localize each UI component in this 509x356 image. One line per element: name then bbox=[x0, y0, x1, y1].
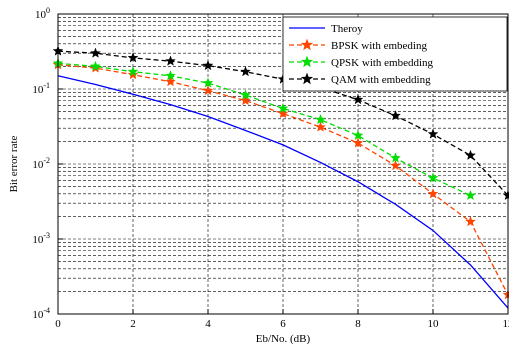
data-point bbox=[352, 93, 364, 105]
data-point bbox=[127, 69, 139, 80]
legend-label: Theroy bbox=[331, 23, 363, 35]
y-tick-label: 10-4 bbox=[32, 306, 50, 321]
x-tick-label: 6 bbox=[280, 318, 286, 330]
data-point bbox=[165, 70, 176, 81]
data-point bbox=[390, 152, 401, 163]
data-point bbox=[427, 188, 439, 199]
data-point bbox=[390, 159, 401, 171]
data-point bbox=[90, 60, 101, 72]
x-tick-label: 2 bbox=[130, 318, 136, 330]
legend-label: QPSK with embedding bbox=[331, 57, 434, 69]
x-tick-label: 0 bbox=[55, 318, 61, 330]
data-point bbox=[315, 113, 326, 125]
legend-swatch-marker bbox=[300, 72, 314, 85]
data-point bbox=[465, 189, 476, 201]
data-point bbox=[165, 76, 176, 87]
data-point bbox=[427, 172, 439, 183]
data-point bbox=[165, 55, 176, 66]
series-line bbox=[57, 62, 471, 197]
data-point bbox=[390, 110, 401, 121]
data-point bbox=[240, 94, 251, 106]
data-point bbox=[202, 59, 214, 71]
x-axis-label: Eb/No. (dB) bbox=[256, 333, 311, 345]
data-point bbox=[315, 121, 326, 132]
data-point bbox=[240, 89, 251, 100]
x-tick-label: 4 bbox=[205, 318, 211, 330]
y-tick-label: 10-2 bbox=[32, 156, 50, 171]
data-point bbox=[202, 77, 214, 88]
data-point bbox=[277, 107, 289, 119]
legend-swatch-marker bbox=[300, 38, 314, 51]
data-point bbox=[90, 47, 101, 58]
series-line bbox=[57, 75, 509, 309]
data-point bbox=[465, 216, 476, 227]
data-point bbox=[352, 129, 364, 141]
data-point bbox=[352, 137, 364, 148]
data-point bbox=[277, 102, 289, 114]
data-point bbox=[240, 66, 251, 77]
data-point bbox=[127, 66, 139, 77]
y-tick-label: 10-3 bbox=[32, 231, 50, 246]
series-2 bbox=[52, 59, 509, 300]
y-tick-label: 100 bbox=[35, 6, 50, 21]
data-point bbox=[202, 84, 214, 96]
data-point bbox=[127, 52, 139, 63]
plot-frame bbox=[57, 13, 509, 315]
data-point bbox=[427, 128, 439, 139]
y-tick-label: 10-1 bbox=[32, 81, 50, 96]
x-tick-label: 8 bbox=[355, 318, 361, 330]
legend-swatch-marker bbox=[300, 55, 314, 68]
data-point bbox=[465, 149, 476, 161]
series-1 bbox=[57, 75, 509, 309]
x-tick-label: 12 bbox=[503, 318, 509, 330]
legend: Theroy BPSK with embeding QPSK with embedd… bbox=[282, 16, 508, 92]
legend-label: QAM with embedding bbox=[331, 74, 431, 86]
x-tick-label: 10 bbox=[428, 318, 440, 330]
legend-box bbox=[282, 16, 508, 92]
legend-label: BPSK with embeding bbox=[331, 40, 427, 52]
axis-ticks: 0 2 4 6 8 10 12 10-4 10-3 10-2 10-1 100 bbox=[32, 6, 509, 330]
y-axis-label: Bit error rate bbox=[8, 135, 20, 192]
